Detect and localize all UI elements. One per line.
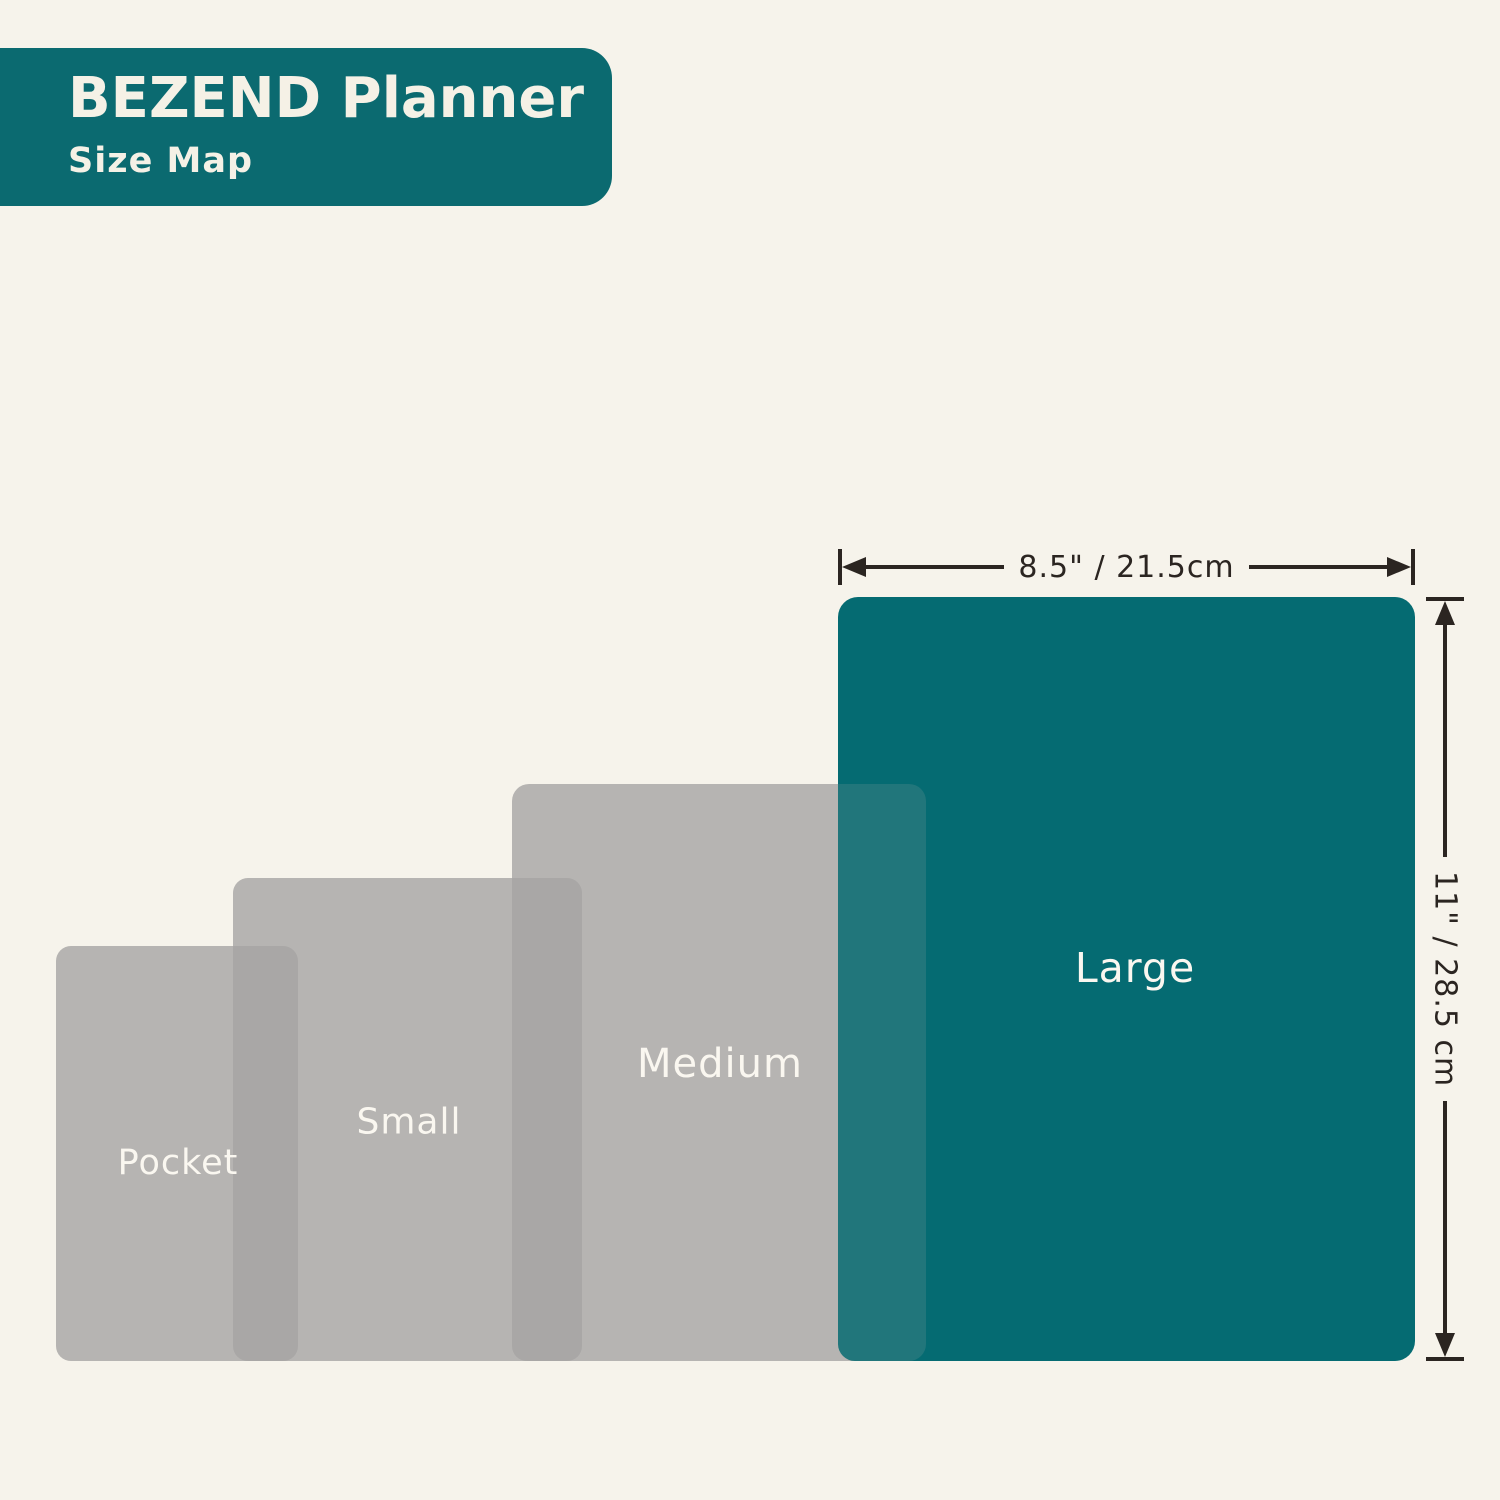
- dimension-line: [1443, 1101, 1447, 1334]
- planner-rect-large: [838, 597, 1415, 1361]
- planner-size-label-small: Small: [356, 1101, 462, 1143]
- arrow-right-icon: [1387, 557, 1412, 577]
- page-title: BEZEND Planner: [68, 66, 585, 131]
- dimension-end-cap: [1426, 597, 1464, 601]
- width-dimension: 8.5" / 21.5cm: [838, 549, 1416, 585]
- height-dimension: 11" / 28.5 cm: [1426, 597, 1464, 1362]
- width-dimension-label: 8.5" / 21.5cm: [1018, 549, 1235, 585]
- arrow-up-icon: [1435, 601, 1455, 625]
- planner-size-label-medium: Medium: [637, 1041, 803, 1087]
- dimension-line: [1248, 565, 1388, 569]
- dimension-end-cap: [1411, 549, 1416, 585]
- header-badge: BEZEND Planner Size Map: [0, 48, 612, 206]
- overlap-pocket-small: [233, 946, 298, 1361]
- dimension-end-cap: [1426, 1357, 1464, 1362]
- planner-size-label-pocket: Pocket: [117, 1143, 239, 1183]
- dimension-line: [866, 565, 1005, 569]
- dimension-line: [1443, 625, 1447, 857]
- arrow-left-icon: [842, 557, 866, 577]
- planner-size-label-large: Large: [1074, 944, 1196, 992]
- overlap-medium-large: [838, 784, 926, 1361]
- height-dimension-label: 11" / 28.5 cm: [1427, 870, 1463, 1088]
- page-subtitle: Size Map: [68, 140, 253, 181]
- arrow-down-icon: [1435, 1333, 1455, 1358]
- dimension-end-cap: [838, 549, 842, 585]
- overlap-small-medium: [512, 878, 582, 1361]
